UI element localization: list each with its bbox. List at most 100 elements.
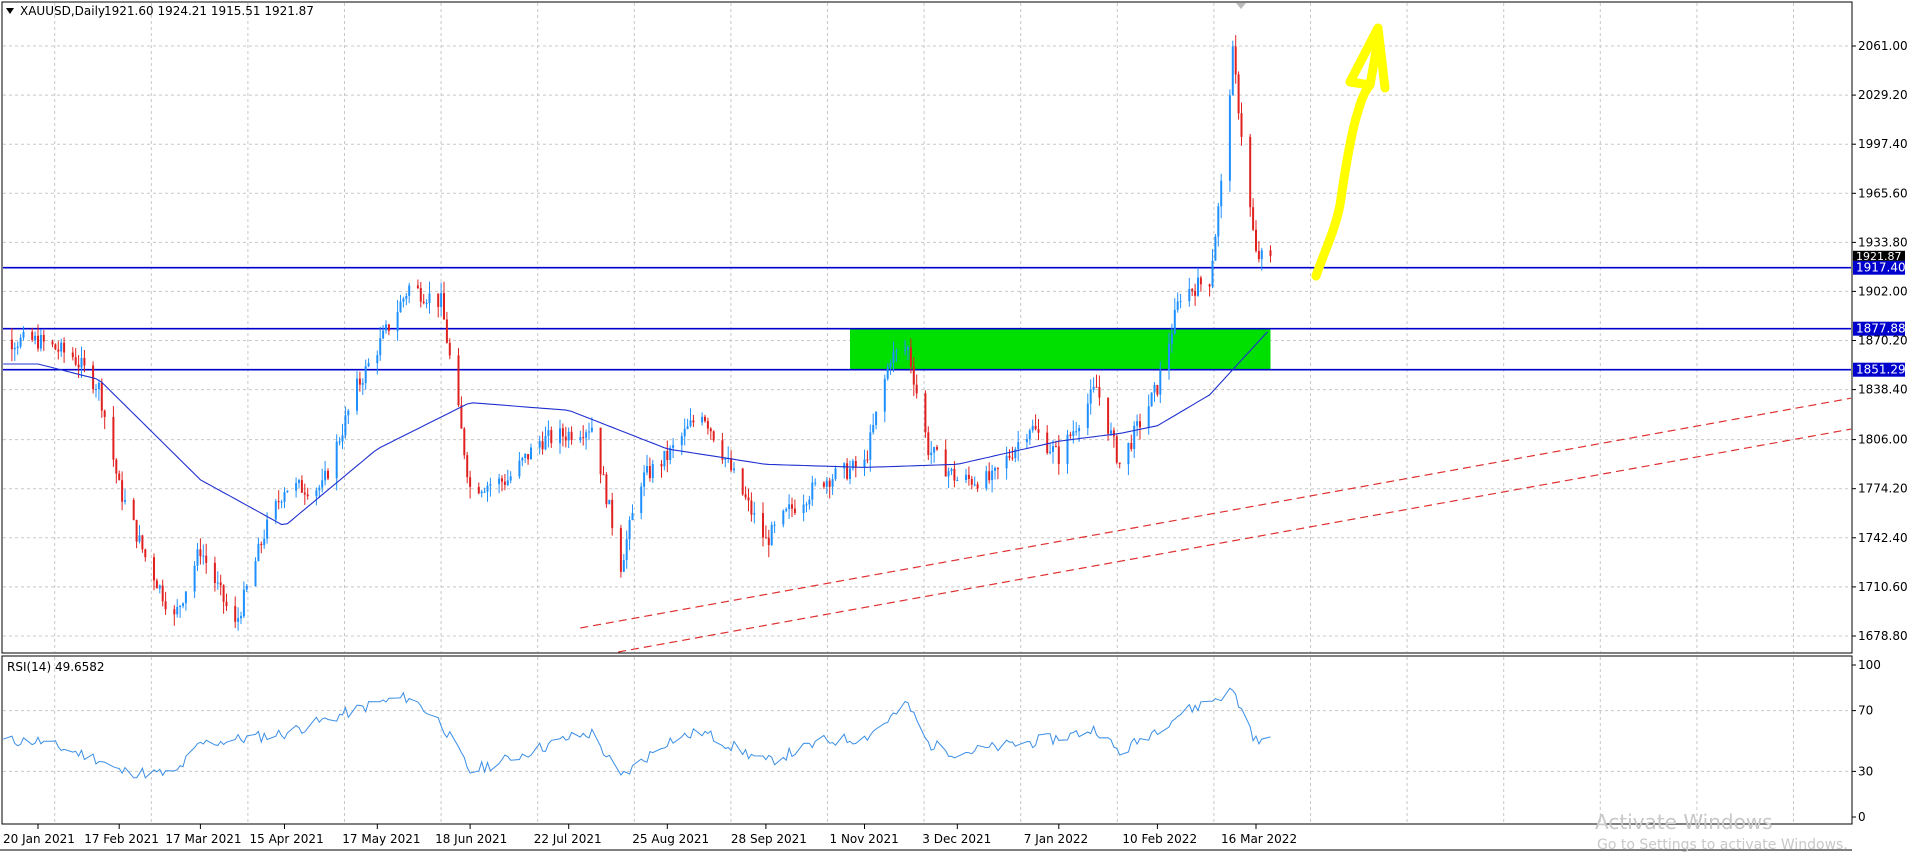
candle-body [1168,343,1170,371]
candle-body [1098,387,1101,398]
candle-body [266,519,269,539]
candle-body [179,605,182,607]
horizontal-levels-layer: 1917.40 1877.88 1851.29 1921.87 [3,250,1906,377]
price-tick-label: 1965.60 [1858,186,1908,200]
candle-body [1086,403,1089,429]
candle-body [651,464,654,479]
support-zone [850,328,1271,370]
candle-body [402,298,405,302]
candle-body [538,441,541,448]
candle-body [764,537,767,539]
candle-body [1066,434,1069,464]
candle-body [60,342,63,352]
candle-body [1208,284,1211,287]
candle-body [666,450,669,461]
candle-body [80,357,83,368]
rsi-tick-label: 70 [1858,704,1873,718]
candle-body [1069,434,1072,436]
candle-body [1150,392,1153,407]
candle-body [808,499,811,505]
candle-body [646,466,648,473]
candle-body [274,501,277,520]
candle-body [219,582,222,586]
date-tick-label: 17 Mar 2021 [165,832,241,846]
candle-body [498,478,501,485]
candle-body [443,293,445,320]
candle-body [361,383,364,385]
candle-body [875,411,878,425]
candle-body [1017,442,1020,450]
date-tick-label: 17 May 2021 [342,832,420,846]
candle-body [483,491,486,493]
rsi-line [3,687,1271,779]
candle-body [440,293,443,307]
candle-body [457,355,460,406]
candle-body [118,473,121,481]
candle-body [631,513,634,520]
candle-body [561,428,564,437]
candle-body [463,428,466,456]
candle-body [263,538,266,546]
candle-body [34,335,37,340]
candle-body [445,319,448,343]
candle-body [173,609,176,615]
candle-body [1054,446,1057,448]
candle-body [242,589,245,617]
candle-body [672,445,675,448]
candle-body [608,499,611,505]
date-tick-label: 22 Jul 2021 [534,832,602,846]
current-price-label: 1921.87 [1856,250,1902,263]
candle-body [1170,333,1173,344]
candle-body [95,389,97,390]
candle-body [161,585,164,602]
candle-body [193,565,196,592]
candle-body [51,341,54,345]
candle-body [1228,95,1231,181]
candle-body [347,410,350,416]
candle-body [1075,431,1078,433]
candle-body [944,449,947,477]
candle-body [1176,301,1179,310]
candle-body [599,427,602,475]
candle-body [889,362,892,367]
price-tick-label: 1933.80 [1858,235,1908,249]
candle-body [547,430,550,436]
candle-body [791,504,793,509]
candle-body [762,513,764,538]
candle-body [915,384,918,394]
candle-body [559,428,561,444]
candle-body [71,352,74,358]
candle-body [788,504,791,509]
collapse-triangle-icon[interactable] [6,8,14,14]
candle-body [503,481,506,485]
candle-body [237,618,240,622]
candle-body [785,509,788,511]
candle-body [132,500,135,520]
candle-body [379,338,382,356]
candle-body [318,487,321,491]
date-tick-label: 17 Feb 2021 [84,832,159,846]
candle-body [988,471,991,481]
candle-body [994,467,996,471]
price-tick-label: 2029.20 [1858,88,1908,102]
candle-body [1237,74,1240,114]
candle-body [176,607,179,615]
candle-body [521,458,524,461]
candle-body [706,421,709,429]
candle-body [686,426,689,429]
candle-body [724,458,727,460]
date-tick-label: 15 Apr 2021 [250,832,324,846]
candle-body [802,504,805,513]
candle-body [834,468,837,480]
candle-body [155,580,158,589]
rsi-layer [3,687,1271,779]
candle-body [37,335,39,349]
candle-body [74,357,77,365]
candle-body [1269,250,1272,256]
candle-body [872,425,875,433]
price-tick-label: 1870.20 [1858,334,1908,348]
candle-body [213,562,216,583]
trendline [580,397,1852,629]
candle-body [54,344,57,350]
